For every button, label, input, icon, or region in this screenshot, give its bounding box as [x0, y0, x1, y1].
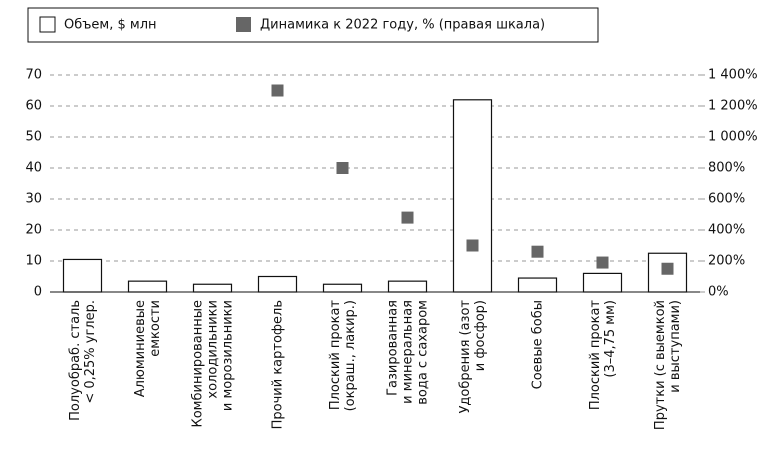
y2-tick-label: 800%: [708, 161, 745, 176]
legend-box: [27, 7, 599, 43]
point: [401, 211, 414, 224]
y-tick-label: 0: [34, 285, 42, 300]
y2-tick-label: 1 000%: [708, 130, 758, 145]
y-tick-label: 10: [25, 254, 42, 269]
x-tick-line: Удобрения (азот: [458, 300, 473, 414]
x-tick-line: Плоский прокат: [588, 300, 603, 411]
legend-swatch: [39, 16, 56, 33]
x-tick-line: и выступами): [668, 300, 683, 393]
x-tick-line: и морозильники: [220, 300, 235, 411]
x-tick-line: емкости: [148, 300, 163, 357]
x-tick-line: Алюминиевые: [133, 300, 148, 397]
bar: [582, 272, 623, 293]
bar: [387, 280, 428, 293]
x-tick-label: Удобрения (азоти фосфор): [458, 300, 488, 414]
x-tick-label: Комбинированныехолодильникии морозильник…: [190, 300, 235, 428]
point: [466, 239, 479, 252]
x-tick-line: Полуобраб. сталь: [68, 300, 83, 421]
y-tick-label: 50: [25, 130, 42, 145]
y2-tick-label: 600%: [708, 192, 745, 207]
x-tick-line: Соевые бобы: [530, 300, 545, 389]
y2-tick-label: 1 200%: [708, 99, 758, 114]
x-tick-line: холодильники: [205, 300, 220, 399]
point: [596, 256, 609, 269]
x-tick-label: Алюминиевыеемкости: [133, 300, 163, 397]
x-tick-line: и минеральная: [400, 300, 415, 404]
y2-tick-label: 400%: [708, 223, 745, 238]
y-tick-label: 40: [25, 161, 42, 176]
x-tick-line: < 0,25% углер.: [83, 300, 98, 404]
y-tick-label: 60: [25, 99, 42, 114]
x-tick-label: Плоский прокат(окраш., лакир.): [328, 300, 358, 412]
bar: [517, 277, 558, 293]
x-tick-line: Прутки (с выемкой: [653, 300, 668, 430]
x-tick-line: Комбинированные: [190, 300, 205, 428]
x-tick-line: (3–4,75 мм): [603, 300, 618, 378]
x-tick-line: (окраш., лакир.): [343, 300, 358, 411]
bar: [127, 280, 168, 293]
x-tick-label: Плоский прокат(3–4,75 мм): [588, 300, 618, 411]
y2-tick-label: 200%: [708, 254, 745, 269]
x-tick-label: Газированнаяи минеральнаявода с сахаром: [385, 300, 430, 405]
x-tick-line: Прочий картофель: [270, 300, 285, 429]
x-tick-line: Плоский прокат: [328, 300, 343, 411]
point: [271, 84, 284, 97]
y2-tick-label: 0%: [708, 285, 729, 300]
bar: [257, 275, 298, 293]
x-tick-label: Полуобраб. сталь< 0,25% углер.: [68, 300, 98, 421]
point: [336, 162, 349, 174]
x-tick-line: вода с сахаром: [415, 300, 430, 405]
x-tick-line: Газированная: [385, 300, 400, 396]
point: [531, 245, 544, 258]
bar: [62, 258, 103, 293]
x-tick-label: Прутки (с выемкойи выступами): [653, 300, 683, 430]
legend-swatch: [236, 17, 251, 32]
y-tick-label: 30: [25, 192, 42, 207]
y2-tick-label: 1 400%: [708, 68, 758, 83]
bar: [452, 99, 493, 293]
y-tick-label: 70: [25, 68, 42, 83]
point: [661, 262, 674, 275]
x-tick-label: Соевые бобы: [530, 300, 545, 389]
x-tick-line: и фосфор): [473, 300, 488, 371]
legend-label: Объем, $ млн: [64, 18, 157, 33]
bar: [322, 283, 363, 293]
y-tick-label: 20: [25, 223, 42, 238]
x-tick-label: Прочий картофель: [270, 300, 285, 429]
legend-label: Динамика к 2022 году, % (правая шкала): [260, 18, 545, 33]
bar: [192, 283, 233, 293]
